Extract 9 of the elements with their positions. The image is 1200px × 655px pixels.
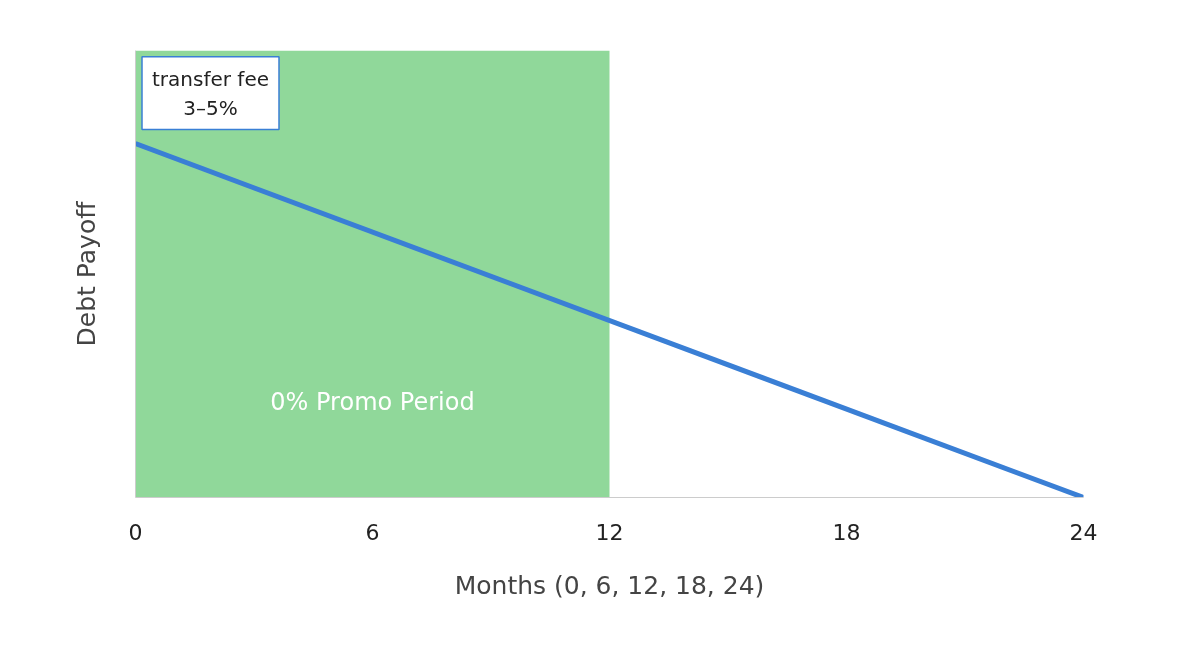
band-label: 0% Promo Period — [270, 387, 475, 416]
y-axis-title: Debt Payoff — [71, 200, 101, 347]
x-tick-label: 6 — [365, 519, 380, 545]
x-tick-label: 12 — [595, 519, 624, 545]
x-axis-title: Months (0, 6, 12, 18, 24) — [454, 570, 765, 600]
x-tick-label: 18 — [832, 519, 861, 545]
x-tick-label: 24 — [1069, 519, 1098, 545]
x-tick-label: 0 — [128, 519, 143, 545]
annotation: transfer fee 3–5% — [152, 66, 269, 120]
